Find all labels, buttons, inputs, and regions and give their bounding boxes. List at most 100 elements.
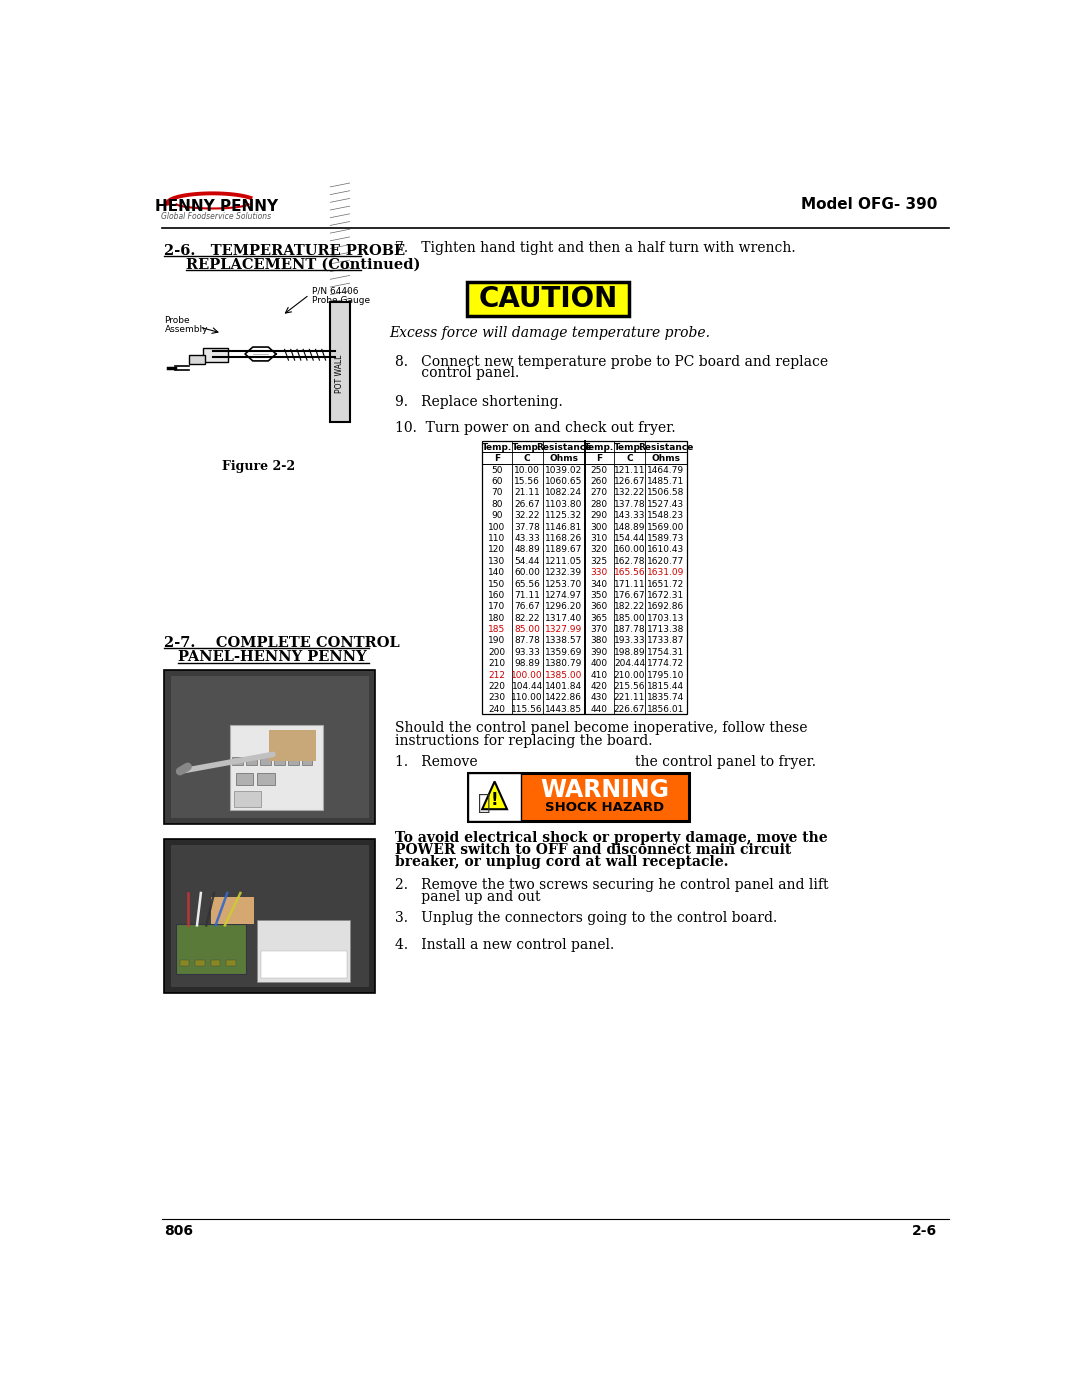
Text: Global Foodservice Solutions: Global Foodservice Solutions xyxy=(161,212,271,221)
Text: 350: 350 xyxy=(591,591,608,599)
Text: Temp.: Temp. xyxy=(615,443,645,451)
Text: 48.89: 48.89 xyxy=(514,545,540,555)
Bar xyxy=(469,773,521,821)
Text: 270: 270 xyxy=(591,489,608,497)
Text: Probe Gauge: Probe Gauge xyxy=(312,296,369,305)
Text: 190: 190 xyxy=(488,637,505,645)
Text: 1703.13: 1703.13 xyxy=(647,613,685,623)
Text: 160: 160 xyxy=(488,591,505,599)
Text: 150: 150 xyxy=(488,580,505,588)
Text: 50: 50 xyxy=(491,465,502,475)
Text: 210.00: 210.00 xyxy=(613,671,645,680)
Text: breaker, or unplug cord at wall receptacle.: breaker, or unplug cord at wall receptac… xyxy=(394,855,728,869)
Bar xyxy=(164,840,375,993)
Text: 98.89: 98.89 xyxy=(514,659,540,668)
Text: 100.00: 100.00 xyxy=(511,671,543,680)
Bar xyxy=(273,757,284,766)
Text: 1189.67: 1189.67 xyxy=(545,545,582,555)
Text: 1856.01: 1856.01 xyxy=(647,705,685,714)
Bar xyxy=(189,355,205,365)
Text: 182.22: 182.22 xyxy=(613,602,645,612)
Text: 370: 370 xyxy=(591,624,608,634)
Text: 1506.58: 1506.58 xyxy=(647,489,685,497)
Text: 1774.72: 1774.72 xyxy=(647,659,685,668)
Text: F: F xyxy=(494,454,500,464)
Text: PANEL-HENNY PENNY: PANEL-HENNY PENNY xyxy=(178,651,367,665)
Text: 300: 300 xyxy=(591,522,608,531)
Text: 60.00: 60.00 xyxy=(514,569,540,577)
Bar xyxy=(211,960,220,967)
Text: 400: 400 xyxy=(591,659,608,668)
Bar xyxy=(467,282,630,316)
Text: Excess force will damage temperature probe.: Excess force will damage temperature pro… xyxy=(389,326,711,341)
Text: Should the control panel become inoperative, follow these: Should the control panel become inoperat… xyxy=(394,721,807,735)
Text: 1443.85: 1443.85 xyxy=(545,705,582,714)
Text: 4.   Install a new control panel.: 4. Install a new control panel. xyxy=(394,939,613,953)
Bar xyxy=(230,725,323,810)
Text: 280: 280 xyxy=(591,500,608,509)
Text: 1589.73: 1589.73 xyxy=(647,534,685,543)
Text: 1211.05: 1211.05 xyxy=(545,557,582,566)
Text: 90: 90 xyxy=(491,511,502,520)
Bar xyxy=(260,757,271,766)
Text: 1620.77: 1620.77 xyxy=(647,557,685,566)
Text: Probe: Probe xyxy=(164,316,190,324)
Text: 185: 185 xyxy=(488,624,505,634)
Text: 1125.32: 1125.32 xyxy=(545,511,582,520)
Text: 226.67: 226.67 xyxy=(613,705,645,714)
Text: 2-6: 2-6 xyxy=(912,1224,937,1238)
Text: 230: 230 xyxy=(488,693,505,703)
Bar xyxy=(257,921,350,982)
Text: 32.22: 32.22 xyxy=(514,511,540,520)
Bar xyxy=(176,923,246,974)
Text: 9.   Replace shortening.: 9. Replace shortening. xyxy=(394,395,563,409)
Bar xyxy=(301,757,312,766)
Text: 310: 310 xyxy=(591,534,608,543)
Bar xyxy=(330,302,350,422)
Text: 104.44: 104.44 xyxy=(512,682,543,692)
Text: 420: 420 xyxy=(591,682,608,692)
Text: 221.11: 221.11 xyxy=(613,693,645,703)
Bar xyxy=(164,669,375,824)
Text: 8.   Connect new temperature probe to PC board and replace: 8. Connect new temperature probe to PC b… xyxy=(394,355,827,369)
Text: Resistance: Resistance xyxy=(638,443,693,451)
Text: 82.22: 82.22 xyxy=(514,613,540,623)
Text: 21.11: 21.11 xyxy=(514,489,540,497)
Text: 1146.81: 1146.81 xyxy=(545,522,582,531)
Bar xyxy=(269,729,315,760)
Text: 330: 330 xyxy=(591,569,608,577)
Text: 204.44: 204.44 xyxy=(613,659,645,668)
Text: 1651.72: 1651.72 xyxy=(647,580,685,588)
Text: 1569.00: 1569.00 xyxy=(647,522,685,531)
Text: Ohms: Ohms xyxy=(651,454,680,464)
Text: 1815.44: 1815.44 xyxy=(647,682,685,692)
Text: 1327.99: 1327.99 xyxy=(545,624,582,634)
Text: 1232.39: 1232.39 xyxy=(545,569,582,577)
Text: 2-6.   TEMPERATURE PROBE: 2-6. TEMPERATURE PROBE xyxy=(164,244,406,258)
Text: 120: 120 xyxy=(488,545,505,555)
Text: 170: 170 xyxy=(488,602,505,612)
Text: 110: 110 xyxy=(488,534,505,543)
Text: C: C xyxy=(626,454,633,464)
Text: 360: 360 xyxy=(591,602,608,612)
Text: POWER switch to OFF and disconnect main circuit: POWER switch to OFF and disconnect main … xyxy=(394,842,791,856)
Text: 187.78: 187.78 xyxy=(613,624,645,634)
Text: 198.89: 198.89 xyxy=(613,648,645,657)
Text: 130: 130 xyxy=(488,557,505,566)
Text: 93.33: 93.33 xyxy=(514,648,540,657)
Text: 1082.24: 1082.24 xyxy=(545,489,582,497)
Text: REPLACEMENT (Continued): REPLACEMENT (Continued) xyxy=(186,257,420,271)
Text: 1610.43: 1610.43 xyxy=(647,545,685,555)
Text: 26.67: 26.67 xyxy=(514,500,540,509)
Text: 1168.26: 1168.26 xyxy=(545,534,582,543)
Text: 71.11: 71.11 xyxy=(514,591,540,599)
Text: 132.22: 132.22 xyxy=(613,489,645,497)
Text: 43.33: 43.33 xyxy=(514,534,540,543)
Text: Assembly: Assembly xyxy=(164,326,208,334)
Text: 10.00: 10.00 xyxy=(514,465,540,475)
Text: 115.56: 115.56 xyxy=(511,705,543,714)
Text: 390: 390 xyxy=(591,648,608,657)
Text: 76.67: 76.67 xyxy=(514,602,540,612)
Text: 1253.70: 1253.70 xyxy=(545,580,582,588)
Text: 380: 380 xyxy=(591,637,608,645)
